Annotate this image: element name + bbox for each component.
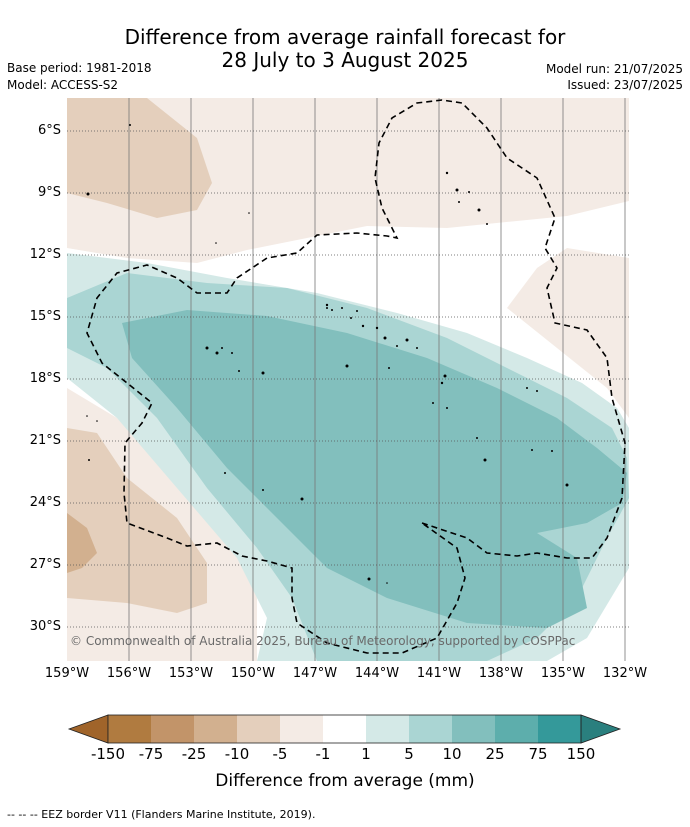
- colorbar-swatch-0: [108, 715, 151, 743]
- colorbar: [67, 714, 622, 744]
- lon-label-156w: 156°W: [106, 666, 152, 681]
- colorbar-title: Difference from average (mm): [215, 771, 475, 791]
- longitude-grid-lines: [128, 98, 626, 661]
- latitude-grid-lines: [67, 130, 629, 628]
- lon-label-159w: 159°W: [44, 666, 90, 681]
- colorbar-swatch-4: [280, 715, 323, 743]
- colorbar-frame: [107, 714, 582, 744]
- dry-region-light-east: [507, 248, 629, 418]
- lat-label-18s: 18°S: [29, 371, 61, 386]
- colorbar-swatch-5: [323, 715, 366, 743]
- lon-label-147w: 147°W: [292, 666, 338, 681]
- base-period-label: Base period: 1981-2018: [7, 61, 152, 75]
- colorbar-tick-label: -5: [272, 745, 288, 763]
- lat-label-27s: 27°S: [29, 557, 61, 572]
- colorbar-tick-label: 25: [485, 745, 505, 763]
- chart-title-line2: 28 July to 3 August 2025: [221, 48, 469, 72]
- model-run-label: Model run: 21/07/2025: [545, 62, 683, 76]
- colorbar-swatch-6: [366, 715, 409, 743]
- colorbar-tick-label: 10: [442, 745, 462, 763]
- eez-legend: -- -- -- EEZ border V11 (Flanders Marine…: [7, 808, 316, 821]
- dry-region-dark-southwest: [67, 513, 97, 573]
- lon-label-144w: 144°W: [354, 666, 400, 681]
- colorbar-tick-label: 75: [528, 745, 548, 763]
- lon-label-132w: 132°W: [602, 666, 648, 681]
- lat-label-15s: 15°S: [29, 309, 61, 324]
- colorbar-tick-label: -150: [90, 745, 126, 763]
- dry-region-tan-southwest: [67, 428, 207, 613]
- colorbar-over-arrow: [580, 714, 622, 744]
- lat-label-30s: 30°S: [29, 619, 61, 634]
- dry-region-tan-northwest: [67, 98, 212, 218]
- lon-label-141w: 141°W: [416, 666, 462, 681]
- colorbar-swatch-8: [452, 715, 495, 743]
- colorbar-tick-label: 150: [566, 745, 596, 763]
- colorbar-swatch-9: [495, 715, 538, 743]
- colorbar-swatch-2: [194, 715, 237, 743]
- islands: [86, 124, 569, 584]
- dry-region-light-northwest: [67, 98, 629, 263]
- lat-label-9s: 9°S: [37, 185, 61, 200]
- colorbar-tick-label: -1: [315, 745, 331, 763]
- lon-label-153w: 153°W: [168, 666, 214, 681]
- colorbar-tick-label: 5: [404, 745, 414, 763]
- lat-label-24s: 24°S: [29, 495, 61, 510]
- colorbar-under-arrow: [67, 714, 109, 744]
- lat-label-21s: 21°S: [29, 433, 61, 448]
- colorbar-swatch-7: [409, 715, 452, 743]
- colorbar-tick-label: -75: [138, 745, 164, 763]
- lon-label-150w: 150°W: [230, 666, 276, 681]
- colorbar-swatch-1: [151, 715, 194, 743]
- eez-border-french-polynesia: [86, 99, 626, 654]
- colorbar-swatch-3: [237, 715, 280, 743]
- eez-borders: [86, 99, 626, 654]
- rainfall-anomaly-map: [67, 98, 629, 661]
- colorbar-tick-label: -10: [224, 745, 250, 763]
- lat-label-12s: 12°S: [29, 247, 61, 262]
- colorbar-swatch-10: [538, 715, 581, 743]
- model-label: Model: ACCESS-S2: [7, 78, 119, 92]
- map-copyright: © Commonwealth of Australia 2025, Bureau…: [70, 634, 576, 648]
- colorbar-tick-label: 1: [361, 745, 371, 763]
- issued-label: Issued: 23/07/2025: [567, 78, 683, 92]
- lon-label-138w: 138°W: [478, 666, 524, 681]
- lat-label-6s: 6°S: [37, 123, 61, 138]
- lon-label-135w: 135°W: [540, 666, 586, 681]
- colorbar-tick-label: -25: [181, 745, 207, 763]
- chart-title-line1: Difference from average rainfall forecas…: [124, 25, 566, 49]
